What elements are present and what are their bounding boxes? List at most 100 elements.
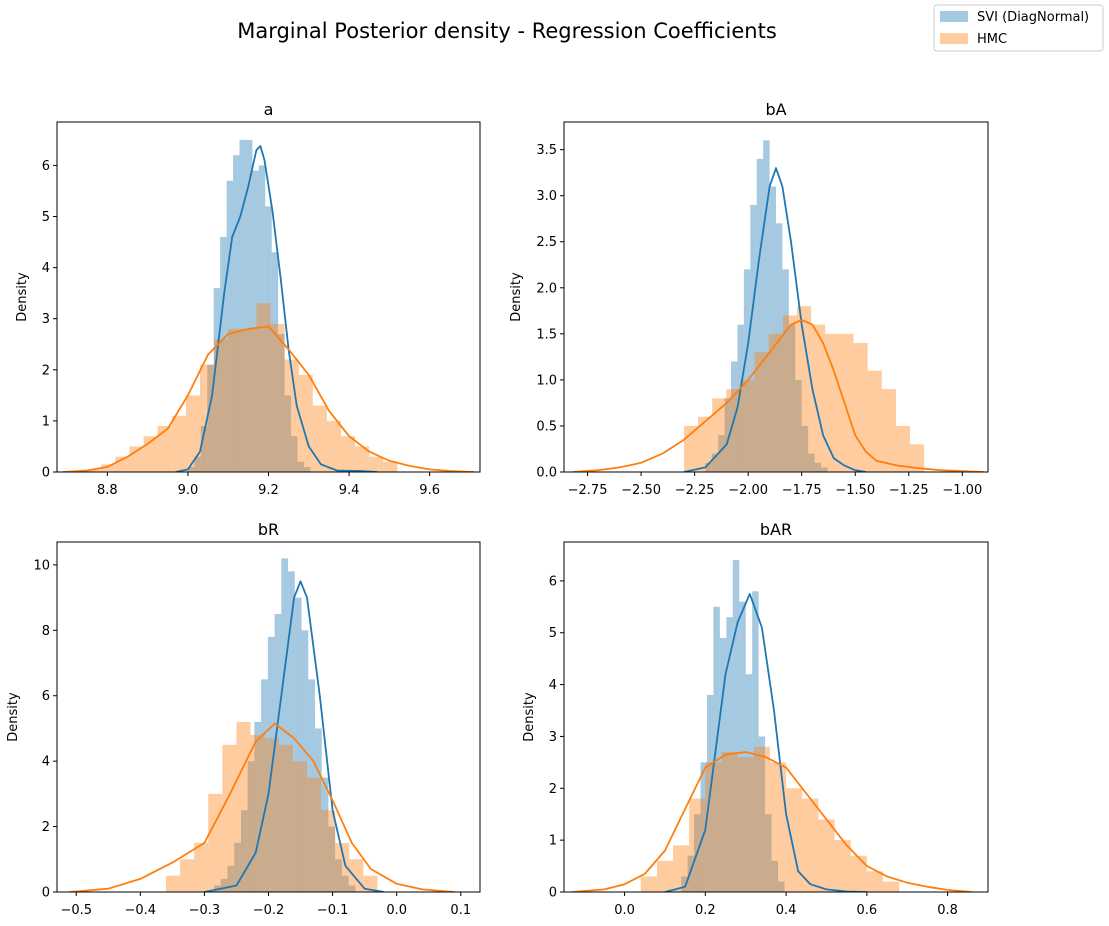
hist-bar	[250, 734, 265, 892]
kde-line-svi	[204, 580, 385, 892]
kde-line-hmc	[69, 722, 455, 892]
y-tick-label: 1.0	[536, 373, 557, 388]
x-tick-label: −1.25	[889, 483, 929, 498]
hist-bar	[236, 721, 251, 892]
hist-bar	[750, 204, 757, 472]
hist-bar	[234, 842, 241, 892]
y-tick-label: 0	[42, 466, 50, 481]
hist-bar	[355, 446, 370, 472]
hist-bar	[256, 303, 271, 472]
hist-bar	[808, 453, 815, 472]
kde-line-hmc	[62, 325, 475, 472]
y-axis-label: Density	[15, 272, 30, 322]
x-tick-label: −2.50	[621, 483, 661, 498]
hist-bar	[753, 746, 770, 892]
y-tick-label: 6	[42, 159, 50, 174]
y-tick-label: 1	[549, 834, 557, 849]
hist-bar	[274, 613, 282, 892]
hist-bar	[171, 415, 186, 472]
hist-svi	[187, 139, 311, 472]
hist-bar	[739, 601, 746, 892]
hist-bar	[281, 558, 289, 892]
y-tick-label: 2	[549, 782, 557, 797]
hist-bar	[768, 333, 783, 472]
legend: SVI (DiagNormal) HMC	[933, 4, 1104, 52]
hist-bar	[743, 269, 751, 472]
hist-bar	[883, 881, 900, 892]
kde-line-svi	[175, 145, 378, 472]
y-tick-label: 2.5	[536, 235, 557, 250]
hist-bar	[737, 757, 754, 892]
hist-bar	[308, 679, 315, 892]
y-tick-label: 4	[549, 678, 557, 693]
hist-bar	[314, 728, 322, 892]
y-tick-label: 6	[42, 689, 50, 704]
hist-bar	[795, 379, 802, 472]
y-tick-label: 3	[549, 730, 557, 745]
hist-bar	[267, 636, 275, 892]
x-tick-label: −0.2	[253, 903, 285, 918]
hist-bar	[705, 762, 722, 892]
hist-bar	[328, 826, 336, 892]
hist-bar	[765, 814, 772, 892]
subplot-bR: −0.5 −0.4 −0.3 −0.2 −0.1 0.0 0.1 0 2 4 6 8 10 bR Densi…	[6, 520, 481, 918]
plot-area	[572, 140, 984, 472]
hist-bar	[834, 840, 851, 892]
hist-bar	[758, 736, 766, 892]
hist-bar	[242, 328, 257, 472]
hist-bar	[284, 359, 299, 472]
x-tick-label: 0.4	[776, 903, 797, 918]
hist-bar	[194, 842, 209, 892]
axes-frame	[563, 121, 989, 473]
x-tick-label: 0.0	[614, 903, 635, 918]
hist-bar	[881, 389, 896, 472]
hist-bar	[656, 860, 674, 892]
hist-bar	[866, 871, 884, 892]
x-tick-label: 0.2	[695, 903, 716, 918]
x-tick-label: 0.8	[937, 903, 958, 918]
y-axis-label: Density	[522, 692, 537, 742]
hist-bar	[220, 878, 228, 892]
hist-bar	[752, 591, 759, 892]
kde-line-hmc	[572, 319, 984, 472]
hist-bar	[200, 426, 208, 472]
hist-bar	[288, 571, 295, 892]
hist-bar	[208, 793, 223, 892]
hist-bar	[349, 859, 364, 892]
y-tick-label: 2	[42, 363, 50, 378]
y-tick-label: 2.0	[536, 281, 557, 296]
hist-bar	[763, 140, 770, 472]
hist-bar	[271, 252, 279, 472]
hist-bar	[910, 444, 925, 472]
hist-bar	[718, 435, 725, 472]
kde-line-svi	[664, 593, 867, 892]
hist-bar	[740, 379, 755, 472]
figure-title: Marginal Posterior density - Regression …	[237, 19, 777, 43]
hist-bar	[240, 810, 248, 892]
hist-hmc	[683, 306, 925, 472]
hist-bar	[247, 761, 255, 892]
x-tick-label: 9.4	[339, 483, 360, 498]
hist-bar	[820, 467, 828, 472]
hist-bar	[673, 845, 690, 892]
hist-bar	[867, 370, 882, 472]
hist-bar	[705, 462, 712, 472]
kde-line-hmc	[572, 751, 972, 892]
y-tick-label: 5	[549, 626, 557, 641]
hist-bar	[769, 186, 776, 472]
y-tick-label: 10	[33, 558, 50, 573]
hist-bar	[220, 236, 227, 472]
hist-bar	[724, 398, 732, 472]
legend-swatch-svi	[940, 11, 968, 22]
hist-bar	[776, 223, 783, 472]
hist-bar	[839, 333, 854, 472]
hist-bar	[292, 761, 307, 892]
hist-bar	[228, 328, 243, 472]
plot-area	[572, 560, 972, 892]
hist-bar	[335, 859, 342, 892]
hist-bar	[348, 885, 356, 892]
legend-frame	[933, 4, 1104, 52]
axes-frame	[563, 541, 989, 893]
subplots: 8.8 9.0 9.2 9.4 9.6 0 1 2 3 4 5 6 a Density −2.75 −2.50…	[6, 100, 989, 918]
